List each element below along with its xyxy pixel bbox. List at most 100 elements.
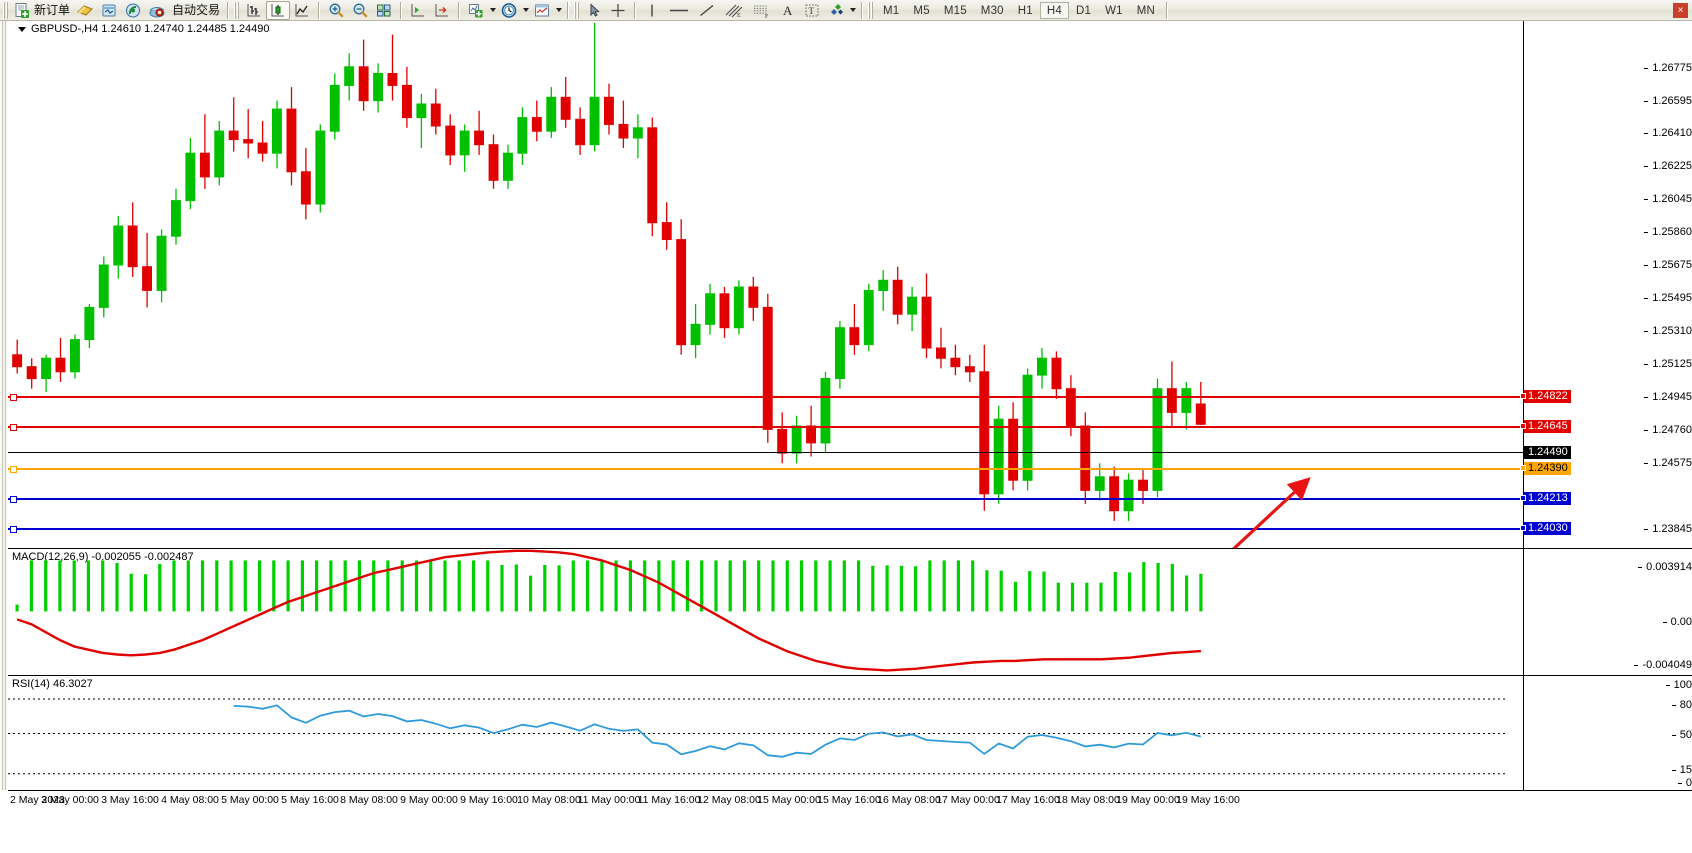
auto-trading-button[interactable]: 自动交易 (169, 1, 223, 20)
trendline-button[interactable] (694, 1, 720, 20)
period-dropdown-caret[interactable] (521, 1, 530, 20)
expert-advisors-button[interactable] (73, 1, 97, 20)
price-tick: 1.25495 (1644, 292, 1692, 304)
zoom-in-button[interactable] (324, 1, 348, 20)
new-order-button[interactable]: 新订单 (11, 1, 73, 20)
price-tag-support-upper[interactable]: 1.24213 (1524, 492, 1571, 505)
timeframe-w1[interactable]: W1 (1105, 4, 1123, 17)
candlestick-chart-button[interactable] (266, 0, 291, 20)
time-axis-label: 18 May 08:00 (1056, 794, 1120, 806)
indicators-dropdown-caret[interactable] (488, 1, 497, 20)
time-axis-label: 10 May 08:00 (517, 794, 581, 806)
line-handle[interactable] (10, 424, 17, 431)
tile-windows-button[interactable] (372, 1, 396, 20)
timeframe-mn[interactable]: MN (1136, 4, 1156, 17)
time-axis-label: 12 May 08:00 (697, 794, 761, 806)
price-pane[interactable]: GBPUSD-,H4 1.24610 1.24740 1.24485 1.244… (8, 21, 1692, 570)
auto-scroll-button[interactable] (430, 1, 454, 20)
horizontal-line-button[interactable] (664, 1, 694, 20)
price-tag-entry[interactable]: 1.24390 (1524, 462, 1571, 475)
bar-chart-button[interactable] (242, 1, 266, 20)
price-tag-handle[interactable] (1520, 465, 1526, 471)
chart-shift-icon (411, 3, 425, 16)
line-chart-button[interactable] (290, 1, 314, 20)
timeframe-h1[interactable]: H1 (1017, 4, 1033, 17)
templates-dropdown-caret[interactable] (554, 1, 563, 20)
line-handle[interactable] (10, 496, 17, 503)
price-tag-handle[interactable] (1520, 495, 1526, 501)
rsi-axis: 100 80 50 15 0 (1523, 676, 1692, 790)
toolbar-grip[interactable] (3, 1, 8, 19)
signals-button[interactable] (121, 1, 145, 20)
new-order-label: 新订单 (34, 3, 71, 17)
timeframe-m1[interactable]: M1 (883, 4, 900, 17)
zoom-out-button[interactable] (348, 1, 372, 20)
price-tag-handle[interactable] (1520, 525, 1526, 531)
templates-button[interactable] (530, 1, 554, 20)
equidistant-channel-button[interactable]: E (720, 1, 748, 20)
objects-button[interactable] (824, 1, 848, 20)
trendline-icon (700, 4, 714, 16)
indicators-button[interactable] (464, 1, 488, 20)
price-line-entry[interactable] (8, 466, 1523, 473)
macd-axis: 0.003914 0.00 -0.004049 (1523, 549, 1692, 675)
price-tag-resistance-lower[interactable]: 1.24645 (1524, 420, 1571, 433)
fibonacci-button[interactable]: F (748, 1, 776, 20)
price-tick: 1.24575 (1644, 457, 1692, 469)
line-handle[interactable] (10, 526, 17, 533)
data-window-icon (102, 4, 116, 16)
timeframe-m30[interactable]: M30 (980, 4, 1004, 17)
price-tick: 1.26225 (1644, 160, 1692, 172)
symbol-ohlc-text: GBPUSD-,H4 1.24610 1.24740 1.24485 1.244… (31, 23, 270, 35)
price-tag-support-lower[interactable]: 1.24030 (1524, 522, 1571, 535)
close-chart-button[interactable]: × (1673, 2, 1688, 18)
text-button[interactable]: A (776, 1, 800, 20)
data-window-button[interactable] (97, 1, 121, 20)
macd-series (15, 549, 1203, 672)
time-axis-label: 16 May 08:00 (877, 794, 941, 806)
timeframe-d1[interactable]: D1 (1076, 4, 1092, 17)
period-button[interactable] (497, 1, 521, 20)
price-line-support-upper[interactable] (8, 496, 1523, 503)
rsi-tick: 50 (1671, 729, 1692, 741)
price-tag-resistance-upper[interactable]: 1.24822 (1524, 390, 1571, 403)
toolbar-grip-2[interactable] (234, 1, 240, 19)
price-line-resistance-upper[interactable] (8, 394, 1523, 401)
price-line-resistance-lower[interactable] (8, 424, 1523, 431)
chart-shift-button[interactable] (406, 1, 430, 20)
price-tag-handle[interactable] (1520, 423, 1526, 429)
macd-pane[interactable]: MACD(12,26,9) -0.002055 -0.002487 0.0039… (8, 548, 1692, 675)
time-axis-label: 9 May 00:00 (400, 794, 458, 806)
text-label-button[interactable]: T (800, 1, 824, 20)
price-tick: 1.25310 (1644, 325, 1692, 337)
signals-icon (126, 3, 141, 17)
vertical-line-icon (651, 4, 653, 16)
line-handle[interactable] (10, 466, 17, 473)
time-axis[interactable]: 2 May 2023 3 May 00:00 3 May 16:00 4 May 08… (8, 790, 1692, 812)
rsi-tick: 80 (1671, 699, 1692, 711)
timeframe-m5[interactable]: M5 (913, 4, 930, 17)
toolbar-grip-3[interactable] (574, 1, 580, 19)
rsi-series (8, 698, 1508, 775)
indicators-icon (469, 3, 483, 17)
vertical-line-button[interactable] (640, 1, 664, 20)
price-tag-handle[interactable] (1520, 393, 1526, 399)
price-axis[interactable]: 1.26775 1.26595 1.26410 1.26225 1.26045 … (1520, 21, 1692, 548)
objects-dropdown-caret[interactable] (848, 1, 857, 20)
timeframe-m15[interactable]: M15 (943, 4, 967, 17)
time-axis-label: 19 May 16:00 (1176, 794, 1240, 806)
line-handle[interactable] (10, 394, 17, 401)
chart-collapse-arrow[interactable] (18, 26, 26, 32)
market-button[interactable] (145, 1, 169, 20)
chart-left-rail (0, 21, 8, 790)
time-axis-label: 3 May 00:00 (41, 794, 99, 806)
price-line-support-lower[interactable] (8, 526, 1523, 533)
timeframe-h4[interactable]: H4 (1039, 1, 1069, 19)
line-chart-icon (295, 3, 309, 16)
svg-text:E: E (737, 13, 741, 19)
toolbar-grip-4[interactable] (868, 1, 874, 19)
cursor-button[interactable] (582, 1, 606, 20)
zoom-out-icon (353, 3, 368, 17)
rsi-pane[interactable]: RSI(14) 46.3027 100 80 50 15 0 (8, 675, 1692, 790)
crosshair-button[interactable] (606, 1, 630, 20)
